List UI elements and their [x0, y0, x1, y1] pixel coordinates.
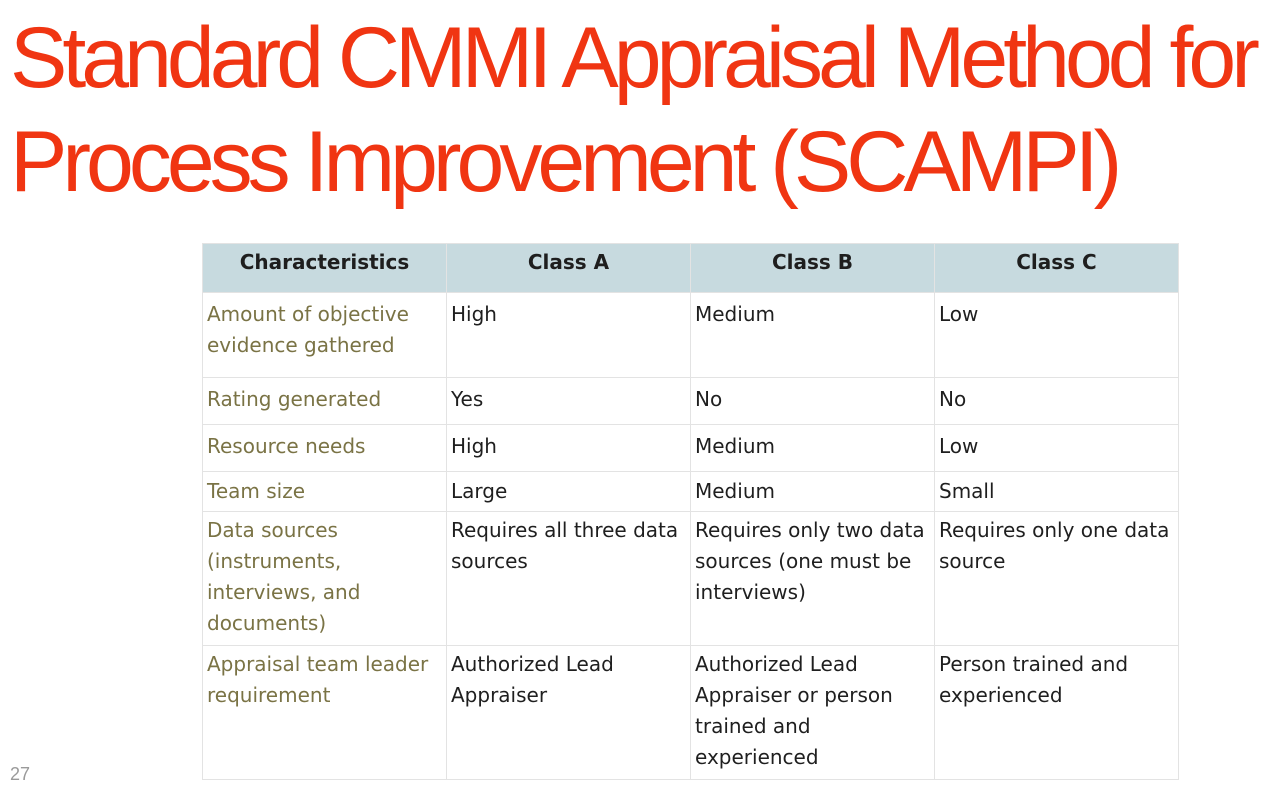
characteristic-cell: Appraisal team leader requirement — [202, 645, 447, 780]
table-body: Amount of objective evidence gathered Hi… — [202, 292, 1179, 780]
class-b-cell: Medium — [690, 292, 935, 378]
header-class-b: Class B — [690, 243, 935, 293]
slide-page-number: 27 — [10, 764, 31, 784]
table-row: Resource needs High Medium Low — [202, 424, 1179, 472]
characteristic-cell: Data sources (instruments, interviews, a… — [202, 511, 447, 646]
table-row: Appraisal team leader requirement Author… — [202, 645, 1179, 780]
slide-title-line-1: Standard CMMI Appraisal Method for — [10, 10, 1260, 106]
class-c-cell: Small — [934, 471, 1179, 512]
characteristic-cell: Team size — [202, 471, 447, 512]
slide-title-line-2: Process Improvement (SCAMPI) — [10, 114, 1122, 210]
class-c-cell: Low — [934, 292, 1179, 378]
table-row: Amount of objective evidence gathered Hi… — [202, 292, 1179, 378]
class-c-cell: Low — [934, 424, 1179, 472]
table-row: Data sources (instruments, interviews, a… — [202, 511, 1179, 646]
table-row: Team size Large Medium Small — [202, 471, 1179, 512]
table-row: Rating generated Yes No No — [202, 377, 1179, 425]
class-a-cell: Yes — [446, 377, 691, 425]
class-b-cell: Authorized Lead Appraiser or person trai… — [690, 645, 935, 780]
class-b-cell: Requires only two data sources (one must… — [690, 511, 935, 646]
header-class-a: Class A — [446, 243, 691, 293]
class-b-cell: No — [690, 377, 935, 425]
class-b-cell: Medium — [690, 471, 935, 512]
characteristic-cell: Resource needs — [202, 424, 447, 472]
table-header: Characteristics Class A Class B Class C — [202, 243, 1179, 293]
slide-title: Standard CMMI Appraisal Method for Proce… — [10, 6, 1260, 214]
characteristic-cell: Rating generated — [202, 377, 447, 425]
class-a-cell: Large — [446, 471, 691, 512]
class-c-cell: Person trained and experienced — [934, 645, 1179, 780]
class-a-cell: Requires all three data sources — [446, 511, 691, 646]
class-b-cell: Medium — [690, 424, 935, 472]
class-c-cell: No — [934, 377, 1179, 425]
header-class-c: Class C — [934, 243, 1179, 293]
characteristic-cell: Amount of objective evidence gathered — [202, 292, 447, 378]
class-c-cell: Requires only one data source — [934, 511, 1179, 646]
header-row: Characteristics Class A Class B Class C — [202, 243, 1179, 293]
header-characteristics: Characteristics — [202, 243, 447, 293]
class-a-cell: Authorized Lead Appraiser — [446, 645, 691, 780]
class-a-cell: High — [446, 424, 691, 472]
class-a-cell: High — [446, 292, 691, 378]
comparison-table: Characteristics Class A Class B Class C … — [202, 243, 1179, 780]
